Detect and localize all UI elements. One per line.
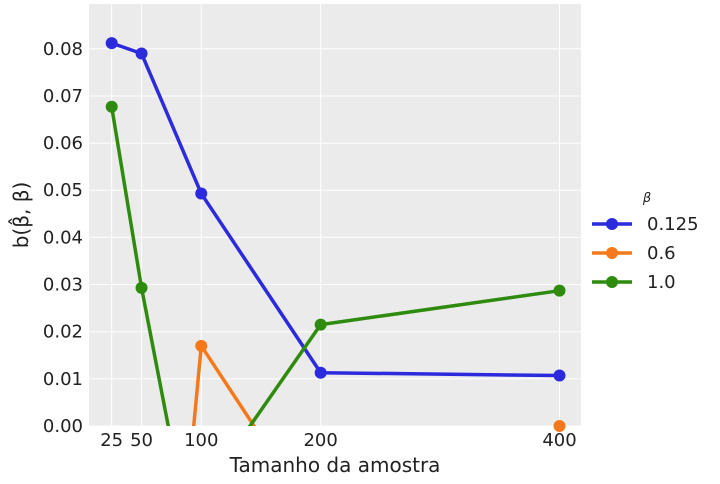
legend-marker xyxy=(606,218,618,230)
x-tick-label: 25 xyxy=(100,430,123,451)
legend: β 0.125 0.6 1.0 xyxy=(592,191,699,293)
legend-item-0.6: 0.6 xyxy=(592,243,676,264)
grid-lines xyxy=(89,4,581,427)
legend-label: 0.125 xyxy=(647,214,699,235)
data-point xyxy=(105,100,118,113)
legend-marker xyxy=(606,247,618,259)
data-point xyxy=(314,318,327,331)
data-point xyxy=(553,420,566,432)
y-tick-label: 0.00 xyxy=(43,416,83,437)
x-tick-label: 200 xyxy=(303,430,337,451)
series-points xyxy=(105,37,566,432)
series-line-1.0 xyxy=(109,106,560,426)
x-tick-label: 400 xyxy=(542,430,576,451)
data-point xyxy=(135,281,148,294)
y-tick-label: 0.03 xyxy=(43,275,83,296)
y-tick-label: 0.02 xyxy=(43,322,83,343)
legend-title: β xyxy=(642,191,651,206)
data-point xyxy=(553,284,566,297)
y-tick-label: 0.08 xyxy=(43,39,83,60)
x-axis-label: Tamanho da amostra xyxy=(229,453,441,477)
legend-item-1.0: 1.0 xyxy=(592,272,676,293)
legend-label: 0.6 xyxy=(647,243,676,264)
series-line-0.6 xyxy=(191,344,257,426)
x-tick-label: 100 xyxy=(184,430,218,451)
legend-marker xyxy=(606,276,618,288)
legend-item-0.125: 0.125 xyxy=(592,214,699,235)
x-tick-label: 50 xyxy=(130,430,153,451)
y-tick-label: 0.06 xyxy=(43,133,83,154)
y-axis-ticks: 0.00 0.01 0.02 0.03 0.04 0.05 0.06 0.07 0.08 xyxy=(43,39,83,437)
data-point xyxy=(135,47,148,60)
data-point xyxy=(314,366,327,379)
data-point xyxy=(195,187,208,200)
x-axis-ticks: 25 50 100 200 400 xyxy=(100,430,576,451)
data-point xyxy=(105,37,118,50)
data-point xyxy=(195,339,208,352)
y-tick-label: 0.07 xyxy=(43,86,83,107)
y-tick-label: 0.01 xyxy=(43,369,83,390)
y-tick-label: 0.04 xyxy=(43,227,83,248)
legend-label: 1.0 xyxy=(647,272,676,293)
y-tick-label: 0.05 xyxy=(43,180,83,201)
plot-background xyxy=(89,4,581,426)
data-point xyxy=(553,369,566,382)
y-axis-label: b(β̂, β) xyxy=(8,182,33,249)
